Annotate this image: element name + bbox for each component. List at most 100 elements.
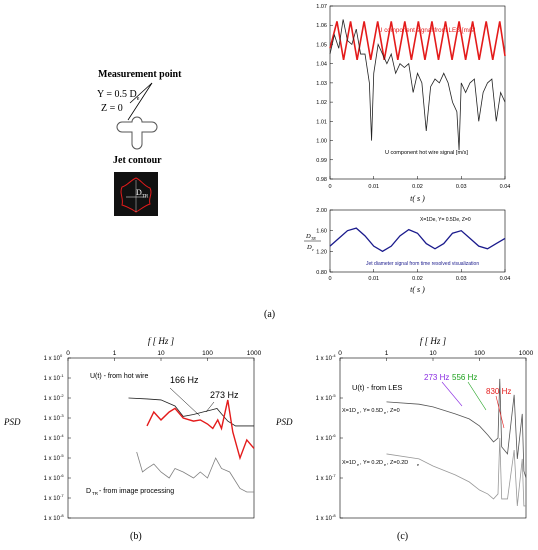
y-tick-label: 1.07 [316, 4, 327, 10]
x-tick-label: 0 [328, 184, 331, 190]
arrow-273hz [441, 381, 463, 407]
y-tick-exponent: -6 [60, 473, 64, 478]
caption-c: (c) [397, 531, 409, 542]
y-tick-exponent: -4 [332, 353, 336, 358]
annotation-point-1-y: , Y= 0.5D [360, 408, 383, 414]
arrow-830hz [495, 395, 505, 429]
y-tick-label: 1.04 [316, 62, 327, 68]
annotation-point-1: X=1D [342, 408, 356, 414]
y-tick-label: 1.05 [316, 42, 327, 48]
y-tick-exponent: -6 [332, 433, 336, 438]
x-axis-label: f [ Hz ] [420, 336, 447, 346]
y-axis-label-num: D [305, 233, 311, 240]
arrow-166hz [169, 387, 201, 417]
cross-schematic [116, 82, 158, 150]
y-position-label: Y = 0.5 De [97, 89, 139, 102]
annotation-dtr: D [86, 488, 91, 495]
pointer-arrow-2 [127, 82, 153, 121]
annotation-point-1-z: , Z=0 [387, 408, 400, 414]
x-tick-label: 10 [157, 350, 165, 357]
chart-a-bottom: 0.801.201.602.000 0.01 0.02 0.03 0.04D TRD et(… [304, 208, 511, 294]
series-line-0 [386, 378, 527, 479]
annotation-830hz: 830 Hz [486, 387, 511, 396]
y-position-text: Y = 0.5 D [97, 89, 137, 100]
chart-a-top: 0.98 0.99 1.00 1.01 1.02 1.03 1.04 1.05 1.06 1.07… [316, 4, 510, 203]
x-tick-label: 10 [429, 350, 437, 357]
y-axis-label: PSD [275, 417, 293, 427]
x-axis-label: f [ Hz ] [148, 336, 175, 346]
y-tick-label: 2.00 [316, 208, 327, 214]
y-tick-exponent: -7 [332, 473, 336, 478]
annotation-jet-diameter: Jet diameter signal from time resolved v… [366, 261, 479, 267]
x-tick-label: 100 [474, 350, 485, 357]
dtr-text: D [136, 188, 142, 197]
series-line-1 [146, 399, 255, 461]
annotation-point-2-y: , Y= 0.2D [360, 460, 383, 466]
y-tick-label: 1 x 10 [316, 356, 333, 362]
annotation-position: X=1De, Y= 0.5De, Z=0 [420, 217, 471, 223]
y-tick-exponent: -3 [60, 413, 64, 418]
y-tick-label: 0.80 [316, 270, 327, 276]
z-position-label: Z = 0 [101, 103, 123, 114]
jet-contour-svg [120, 177, 152, 213]
y-tick-exponent: -2 [60, 393, 64, 398]
x-tick-label: 0.04 [500, 276, 511, 282]
y-tick-label: 1 x 10 [44, 356, 61, 362]
y-tick-label: 1.20 [316, 249, 327, 255]
x-tick-label: 0.02 [412, 184, 423, 190]
x-tick-label: 0 [328, 276, 331, 282]
x-axis-label: t( s ) [410, 194, 425, 203]
y-tick-label: 1.02 [316, 100, 327, 106]
y-axis-label-den-sub: e [312, 247, 314, 252]
y-tick-exponent: -1 [60, 373, 64, 378]
y-tick-label: 1.03 [316, 81, 327, 87]
y-tick-label: 1 x 10 [316, 436, 333, 442]
y-tick-exponent: 0 [60, 353, 63, 358]
jet-contour-label: Jet contour [113, 155, 162, 166]
y-tick-label: 1 x 10 [44, 476, 61, 482]
arrow-273hz [205, 401, 215, 413]
annotation-dtr-sub: TR [92, 491, 99, 496]
x-tick-label: 1000 [519, 350, 534, 357]
y-tick-exponent: -8 [60, 513, 64, 518]
pointer-arrow-1 [129, 82, 153, 104]
series-line-0 [128, 397, 254, 427]
y-tick-label: 1 x 10 [44, 436, 61, 442]
x-tick-label: 1 [385, 350, 389, 357]
y-tick-label: 1 x 10 [44, 456, 61, 462]
y-tick-label: 1 x 10 [44, 516, 61, 522]
annotation-point-2-z-sub: e [417, 463, 419, 467]
y-tick-label: 1 x 10 [316, 516, 333, 522]
arrow-556hz [467, 381, 487, 411]
series-line-jet-diameter [329, 227, 506, 253]
annotation-point-2-y-sub: e [384, 463, 386, 467]
y-tick-exponent: -5 [332, 393, 336, 398]
x-tick-label: 100 [202, 350, 213, 357]
x-tick-label: 1 [113, 350, 117, 357]
y-tick-label: 1.00 [316, 139, 327, 145]
y-axis-label-den: D [306, 244, 312, 251]
series-line-2 [136, 451, 254, 493]
y-axis-label: PSD [3, 417, 21, 427]
series-line-1 [386, 437, 526, 507]
y-tick-label: 1.01 [316, 119, 327, 125]
annotation-point-1-y-sub: e [384, 411, 386, 415]
annotation-hot-wire: U component hot wire signal [m/s] [385, 150, 468, 156]
x-tick-label: 1000 [247, 350, 262, 357]
y-tick-exponent: -7 [60, 493, 64, 498]
annotation-u-hot-wire: U(t) - from hot wire [90, 373, 148, 380]
x-tick-label: 0.02 [412, 276, 423, 282]
caption-a: (a) [264, 309, 276, 320]
y-tick-label: 1 x 10 [44, 396, 61, 402]
y-tick-exponent: -8 [332, 513, 336, 518]
y-tick-label: 1.60 [316, 229, 327, 235]
y-tick-label: 1 x 10 [44, 416, 61, 422]
annotation-556hz: 556 Hz [452, 373, 477, 382]
annotation-image-processing: - from image processing [99, 488, 174, 495]
dtr-sub: TR [141, 194, 149, 200]
measurement-label: Measurement point [98, 69, 182, 80]
x-tick-label: 0 [338, 350, 342, 357]
y-tick-label: 0.99 [316, 158, 327, 164]
